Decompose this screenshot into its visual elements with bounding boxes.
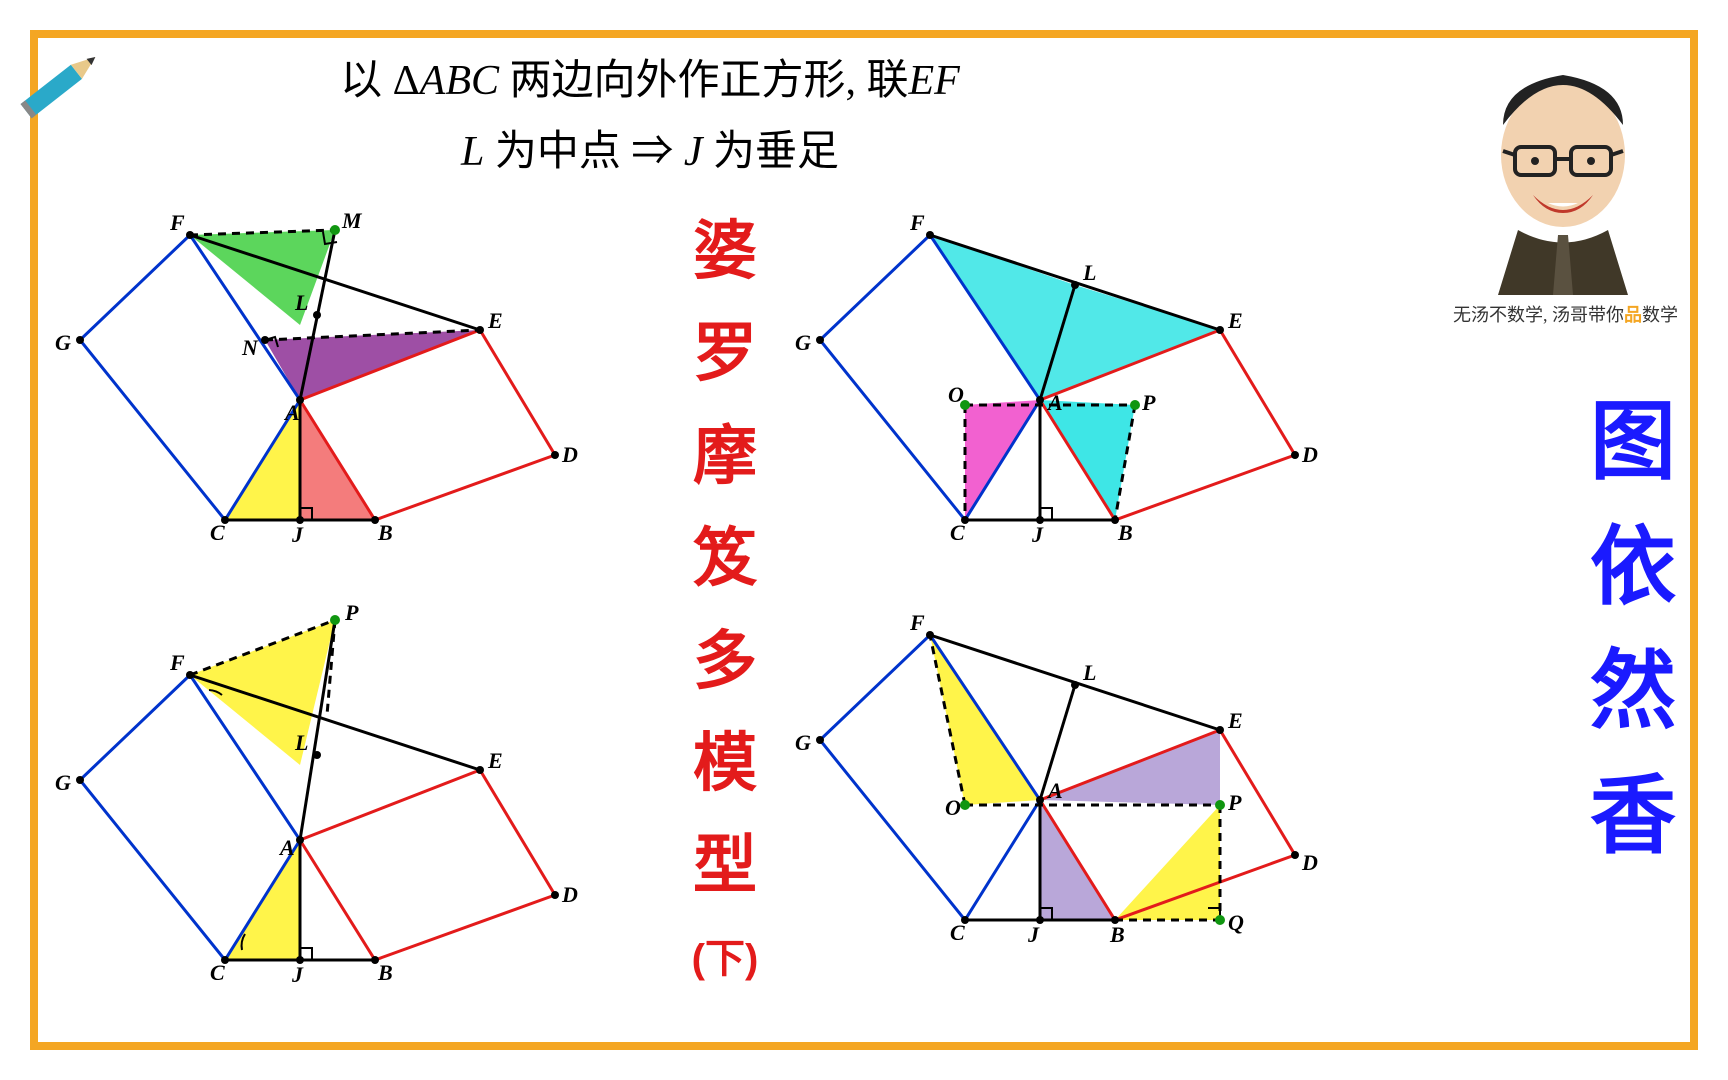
vertical-title-blue: 图 依 然 香 [1588,380,1678,879]
title-line1: 以 ΔABC 两边向外作正方形, 联EF [200,50,1100,113]
diagram-bottom-left: A B C J E D F G L P [50,590,610,995]
title-line2: L 为中点 ⇒ J 为垂足 [200,121,1100,184]
diagram-bottom-right: A B C J E D F G L O P Q [790,590,1410,995]
svg-text:C: C [950,520,965,545]
svg-text:E: E [487,748,503,773]
svg-text:J: J [1027,922,1040,947]
svg-text:L: L [294,290,308,315]
svg-text:F: F [169,210,185,235]
svg-text:C: C [950,920,965,945]
svg-text:E: E [1227,308,1243,333]
svg-text:Q: Q [1228,910,1244,935]
avatar: 无汤不数学, 汤哥带你品数学 [1453,55,1673,327]
svg-text:A: A [1046,778,1063,803]
svg-text:L: L [294,730,308,755]
svg-text:O: O [948,382,964,407]
diagram-top-left: A B C J E D F G L M N [50,190,610,555]
svg-text:F: F [169,650,185,675]
svg-text:G: G [55,770,71,795]
svg-text:G: G [795,330,811,355]
svg-text:G: G [795,730,811,755]
svg-text:D: D [561,442,578,467]
title: 以 ΔABC 两边向外作正方形, 联EF L 为中点 ⇒ J 为垂足 [200,50,1100,184]
svg-text:E: E [487,308,503,333]
svg-text:F: F [909,610,925,635]
avatar-caption: 无汤不数学, 汤哥带你品数学 [1453,301,1673,327]
svg-text:L: L [1082,660,1096,685]
svg-text:C: C [210,960,225,985]
svg-text:J: J [291,522,304,547]
svg-text:D: D [1301,850,1318,875]
svg-text:B: B [377,520,393,545]
svg-text:D: D [1301,442,1318,467]
svg-text:A: A [1046,390,1063,415]
svg-text:O: O [945,795,961,820]
svg-text:J: J [1031,522,1044,547]
svg-text:B: B [1117,520,1133,545]
svg-text:G: G [55,330,71,355]
svg-text:P: P [344,600,359,625]
svg-text:P: P [1141,390,1156,415]
svg-text:P: P [1227,790,1242,815]
svg-text:N: N [241,335,259,360]
svg-text:B: B [1109,922,1125,947]
svg-text:A: A [278,835,295,860]
svg-text:F: F [909,210,925,235]
svg-text:M: M [341,208,363,233]
svg-text:E: E [1227,708,1243,733]
svg-text:A: A [283,400,300,425]
svg-text:B: B [377,960,393,985]
svg-text:J: J [291,962,304,987]
diagram-top-right: A B C J E D F G L O P [790,190,1350,555]
vertical-title-red: 婆 罗 摩 笈 多 模 型 (下) [690,200,760,991]
svg-text:C: C [210,520,225,545]
avatar-image [1463,55,1663,295]
svg-text:L: L [1082,260,1096,285]
svg-text:D: D [561,882,578,907]
